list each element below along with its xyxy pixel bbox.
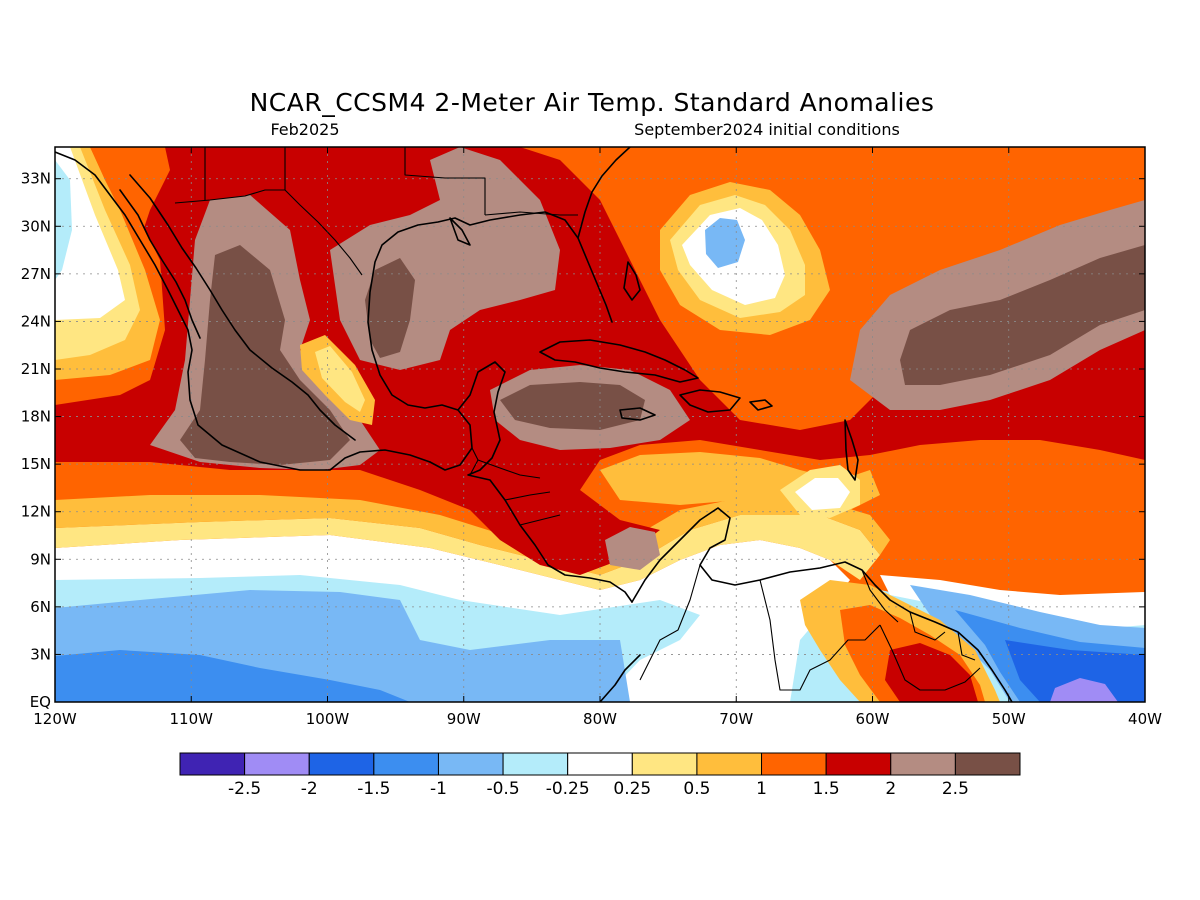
lat-tick-label: 21N <box>21 360 51 378</box>
colorbar-label: 1 <box>756 779 767 799</box>
lat-tick-label: 12N <box>21 503 51 521</box>
colorbar-swatch <box>954 752 1021 776</box>
lat-tick-label: EQ <box>30 693 51 711</box>
lon-tick-label: 60W <box>856 710 890 728</box>
colorbar-label: -0.5 <box>486 779 519 799</box>
anomaly-map <box>55 147 1145 702</box>
lon-tick-label: 40W <box>1128 710 1162 728</box>
colorbar-label: 0.25 <box>613 779 651 799</box>
colorbar-swatch <box>567 752 633 776</box>
neutral-band-south <box>55 535 850 702</box>
warm-area-paleyellow-mexico-coast <box>315 346 365 412</box>
lon-tick-label: 120W <box>33 710 77 728</box>
colorbar-label: -2 <box>301 779 318 799</box>
cool-area-blue-pacific-deep <box>55 650 410 702</box>
colorbar-swatch <box>696 752 763 776</box>
colorbar-swatch <box>244 752 310 776</box>
lon-tick-label: 70W <box>719 710 753 728</box>
warm-band-yellow-south <box>55 515 880 590</box>
lat-tick-label: 18N <box>21 408 51 426</box>
lon-tick-label: 100W <box>306 710 350 728</box>
warm-area-brown-texas <box>365 258 415 358</box>
lat-tick-label: 15N <box>21 455 51 473</box>
colorbar-label: 1.5 <box>813 779 840 799</box>
warm-area-brown-caribbean <box>500 382 645 430</box>
colorbar-swatch <box>179 752 246 776</box>
lat-tick-label: 24N <box>21 312 51 330</box>
colorbar-swatch <box>437 752 504 776</box>
lat-axis: EQ 3N 6N 9N 12N 15N 18N 21N 24N 27N 30N 33N <box>21 170 1145 711</box>
colorbar-label: -2.5 <box>228 779 261 799</box>
colorbar-swatch <box>761 752 827 776</box>
lat-tick-label: 3N <box>30 645 51 663</box>
lat-tick-label: 27N <box>21 265 51 283</box>
colorbar-label: -0.25 <box>546 779 590 799</box>
colorbar-label: 2.5 <box>942 779 969 799</box>
lat-tick-label: 30N <box>21 217 51 235</box>
cool-area-lavender <box>1050 678 1118 702</box>
coastlines <box>55 147 1013 702</box>
neutral-area-caribbean <box>795 478 850 510</box>
lon-tick-label: 90W <box>447 710 481 728</box>
colorbar: -2.5 -2 -1.5 -1 -0.5 -0.25 0.25 0.5 1 1.5 2 2.5 <box>179 752 1021 799</box>
colorbar-label: -1 <box>430 779 447 799</box>
warm-area-brown-atlantic <box>900 245 1145 385</box>
cool-band-west <box>55 160 72 280</box>
lat-tick-label: 9N <box>30 550 51 568</box>
init-conditions-label: September2024 initial conditions <box>634 120 900 139</box>
lon-tick-label: 110W <box>170 710 214 728</box>
lon-axis: 120W 110W 100W 90W 80W 70W 60W 50W 40W <box>33 147 1162 728</box>
neutral-band-east <box>880 575 1145 632</box>
colorbar-swatch <box>373 752 439 776</box>
warm-band-lightorange-south <box>55 495 890 575</box>
warm-area-taupe-panama <box>605 527 660 570</box>
borders <box>174 147 981 691</box>
warm-area-orange-nw <box>90 147 170 240</box>
neutral-band-west <box>55 147 125 320</box>
warm-area-brown-mexico <box>180 245 350 465</box>
colorbar-swatch <box>890 752 956 776</box>
lon-tick-label: 80W <box>583 710 617 728</box>
colorbar-label: 2 <box>885 779 896 799</box>
cool-area-atlantic-spot <box>705 218 745 268</box>
figure-title: NCAR_CCSM4 2-Meter Air Temp. Standard An… <box>250 88 935 117</box>
valid-month-label: Feb2025 <box>270 120 339 139</box>
cool-area-darkblue-atlantic <box>1005 640 1145 702</box>
colorbar-label: -1.5 <box>357 779 390 799</box>
colorbar-swatch <box>631 752 698 776</box>
colorbar-swatch <box>308 752 375 776</box>
graticule <box>55 147 1145 702</box>
lat-tick-label: 6N <box>30 598 51 616</box>
warm-area-darkred-sa <box>885 643 978 702</box>
lon-tick-label: 50W <box>992 710 1026 728</box>
colorbar-label: 0.5 <box>683 779 710 799</box>
colorbar-swatch <box>825 752 892 776</box>
colorbar-swatch <box>502 752 569 776</box>
lat-tick-label: 33N <box>21 170 51 188</box>
